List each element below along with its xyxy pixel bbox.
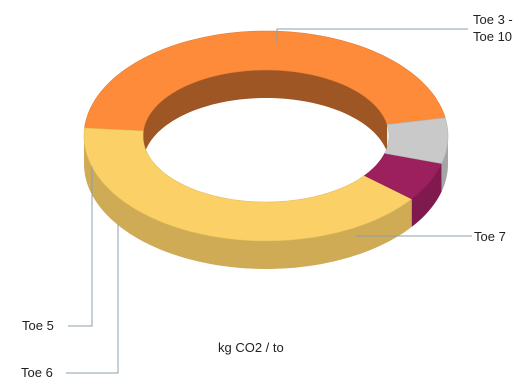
slice-inner-wall-0 bbox=[143, 70, 388, 159]
leader-line-toe5 bbox=[68, 167, 93, 327]
slice-toe-5 bbox=[384, 117, 449, 164]
slice-outer-wall-1 bbox=[84, 136, 412, 269]
slice-toe-6 bbox=[363, 152, 443, 200]
leader-line-toe6 bbox=[66, 224, 119, 374]
slice-outer-wall-2 bbox=[411, 163, 442, 227]
leader-line-toe3-toe10 bbox=[276, 28, 468, 44]
chart-caption: kg CO2 / to bbox=[218, 340, 284, 355]
ring-tops bbox=[83, 30, 449, 242]
slice-toe-7 bbox=[83, 127, 413, 242]
slice-label-toe7: Toe 7 bbox=[474, 229, 506, 244]
slice-label-toe3-toe10-line1: Toe 3 - bbox=[473, 12, 513, 27]
slice-label-toe3-toe10-line2: Toe 10 bbox=[473, 29, 512, 44]
slice-label-toe5: Toe 5 bbox=[22, 318, 54, 333]
slice-label-toe6: Toe 6 bbox=[21, 365, 53, 379]
